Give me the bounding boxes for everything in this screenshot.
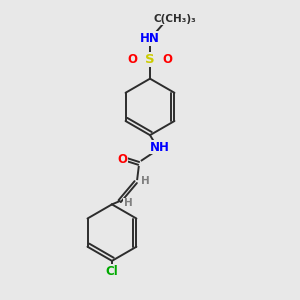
- Text: S: S: [145, 53, 155, 66]
- Text: HN: HN: [140, 32, 160, 45]
- Text: H: H: [141, 176, 150, 186]
- Text: H: H: [124, 199, 132, 208]
- Text: O: O: [117, 153, 128, 166]
- Text: C(CH₃)₃: C(CH₃)₃: [153, 14, 196, 24]
- Text: O: O: [127, 53, 137, 66]
- Text: Cl: Cl: [106, 265, 118, 278]
- Text: NH: NH: [150, 140, 169, 154]
- Text: O: O: [163, 53, 173, 66]
